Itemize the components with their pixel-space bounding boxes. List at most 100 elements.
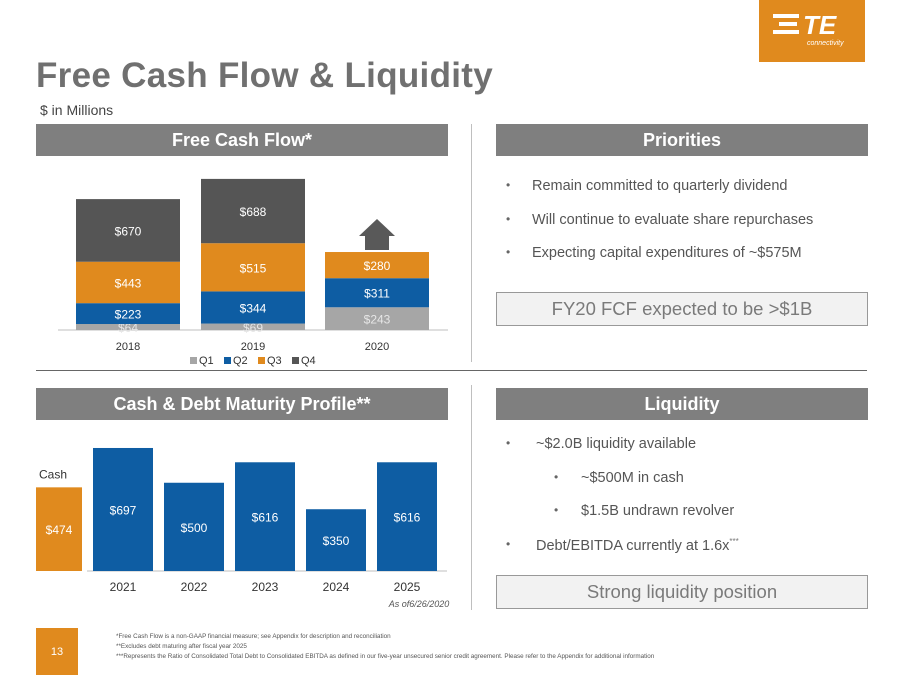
fcf-bar-2020-q1 — [325, 307, 429, 330]
fcf-data-label: $69 — [243, 321, 263, 335]
fcf-bar-2018-q4 — [76, 199, 180, 262]
bullet-icon: • — [506, 245, 511, 259]
legend-swatch — [292, 357, 299, 364]
fcf-data-label: $443 — [115, 276, 142, 290]
te-logo-mark: TE — [773, 10, 837, 38]
bullet-icon: • — [554, 469, 559, 484]
fcf-chart: $64$223 $443 $670 2018 $69 $344 $515 $688 2019 $2… — [58, 178, 448, 367]
debt-chart: $474 Cash $697 2021 $500 2022 $616 2023 $350 2024… — [36, 447, 450, 609]
footnote-3: ***Represents the Ratio of Consolidated … — [116, 653, 655, 660]
page-title: Free Cash Flow & Liquidity — [36, 56, 494, 95]
cash-label: Cash — [39, 467, 67, 481]
priority-text: Will continue to evaluate share repurcha… — [532, 211, 814, 228]
cash-value-label: $474 — [46, 523, 73, 537]
fcf-data-label: $344 — [240, 301, 267, 315]
bullet-icon: • — [506, 436, 511, 450]
liquidity-subitem: • ~$500M in cash — [506, 470, 866, 504]
debt-category-label: 2025 — [394, 580, 421, 594]
charts-canvas: $64$223 $443 $670 2018 $69 $344 $515 $688 2019 $2… — [36, 178, 450, 609]
debt-category-label: 2023 — [252, 580, 279, 594]
up-arrow-icon — [359, 219, 395, 250]
fcf-category-label: 2020 — [365, 341, 389, 353]
debt-bar-2023 — [235, 462, 295, 571]
priority-item: • Will continue to evaluate share repurch… — [506, 212, 866, 246]
te-logo-subtitle: connectivity — [807, 40, 844, 47]
te-logo: TE connectivity — [759, 0, 865, 62]
fcf-data-label: $223 — [115, 308, 142, 322]
priority-item: • Remain committed to quarterly dividend — [506, 178, 866, 212]
liquidity-item: • ~$2.0B liquidity available — [506, 436, 866, 470]
fcf-data-label: $515 — [240, 261, 267, 275]
fcf-data-label: $688 — [240, 205, 267, 219]
fcf-bar-2019-q2 — [201, 291, 305, 324]
fcf-category-label: 2019 — [241, 341, 265, 353]
liquidity-text: $1.5B undrawn revolver — [581, 503, 735, 519]
legend-label: Q1 — [199, 355, 214, 367]
priority-item: • Expecting capital expenditures of ~$575… — [506, 245, 866, 279]
debt-category-label: 2022 — [181, 580, 208, 594]
fcf-header: Free Cash Flow* — [36, 124, 448, 156]
priority-text: Remain committed to quarterly dividend — [532, 178, 788, 194]
liquidity-subitem: • $1.5B undrawn revolver — [506, 503, 866, 537]
bullet-icon: • — [506, 178, 511, 192]
debt-value-label: $500 — [181, 521, 208, 535]
priorities-header: Priorities — [496, 124, 868, 156]
debt-bar-2025 — [377, 462, 437, 571]
fcf-bar-2018-q2 — [76, 303, 180, 325]
debt-bar-2021 — [93, 447, 153, 571]
fcf-bar-2019-q3 — [201, 243, 305, 292]
footnotes: *Free Cash Flow is a non-GAAP financial … — [116, 632, 654, 662]
cash-bar — [36, 487, 82, 571]
units-label: $ in Millions — [40, 102, 114, 118]
legend-label: Q2 — [233, 355, 248, 367]
vertical-divider-top — [471, 124, 472, 362]
fcf-data-label: $64 — [118, 321, 138, 335]
debt-category-label: 2021 — [110, 580, 137, 594]
liquidity-header: Liquidity — [496, 388, 868, 420]
fcf-bar-2019-q1 — [201, 323, 305, 330]
liquidity-list: • ~$2.0B liquidity available • ~$500M in c… — [506, 436, 866, 570]
fcf-bar-2019-q4 — [201, 178, 305, 244]
liquidity-callout: Strong liquidity position — [496, 575, 868, 609]
fcf-bar-2020-q3 — [325, 252, 429, 279]
liquidity-text: ~$500M in cash — [581, 469, 684, 486]
fcf-bar-2018-q1 — [76, 324, 180, 330]
debt-value-label: $350 — [323, 534, 350, 548]
fcf-data-label: $280 — [364, 259, 391, 273]
debt-value-label: $697 — [110, 503, 137, 517]
debt-bar-2022 — [164, 482, 224, 571]
legend-swatch — [258, 357, 265, 364]
bullet-icon: • — [506, 211, 511, 226]
footnote-1: *Free Cash Flow is a non-GAAP financial … — [116, 633, 391, 640]
horizontal-divider — [36, 370, 867, 371]
debt-value-label: $616 — [394, 511, 421, 525]
legend-swatch — [190, 357, 197, 364]
fcf-data-label: $243 — [364, 313, 391, 327]
debt-value-label: $616 — [252, 511, 279, 525]
footnote-marker: *** — [729, 536, 739, 546]
liquidity-text: Debt/EBITDA currently at 1.6x — [536, 537, 730, 554]
debt-category-label: 2024 — [323, 580, 350, 594]
legend-swatch — [224, 357, 231, 364]
footnote-2: **Excludes debt maturing after fiscal ye… — [116, 643, 247, 650]
liquidity-item: • Debt/EBITDA currently at 1.6x*** — [506, 537, 866, 571]
page-number: 13 — [36, 628, 78, 675]
legend-label: Q4 — [301, 355, 316, 367]
as-of-note: As of6/26/2020 — [388, 599, 450, 609]
bullet-icon: • — [554, 503, 559, 517]
fcf-bar-2018-q3 — [76, 261, 180, 304]
fcf-callout: FY20 FCF expected to be >$1B — [496, 292, 868, 326]
fcf-category-label: 2018 — [116, 341, 140, 353]
te-logo-brand: TE — [803, 10, 837, 38]
legend-label: Q3 — [267, 355, 282, 367]
fcf-bar-2020-q2 — [325, 278, 429, 308]
debt-bar-2024 — [306, 509, 366, 571]
fcf-data-label: $670 — [115, 224, 142, 238]
fcf-data-label: $311 — [364, 287, 390, 301]
debt-header: Cash & Debt Maturity Profile** — [36, 388, 448, 420]
priorities-list: • Remain committed to quarterly dividend … — [506, 178, 866, 279]
vertical-divider-bottom — [471, 385, 472, 610]
bullet-icon: • — [506, 536, 511, 551]
liquidity-text: ~$2.0B liquidity available — [536, 436, 697, 452]
priority-text: Expecting capital expenditures of ~$575M — [532, 245, 802, 261]
